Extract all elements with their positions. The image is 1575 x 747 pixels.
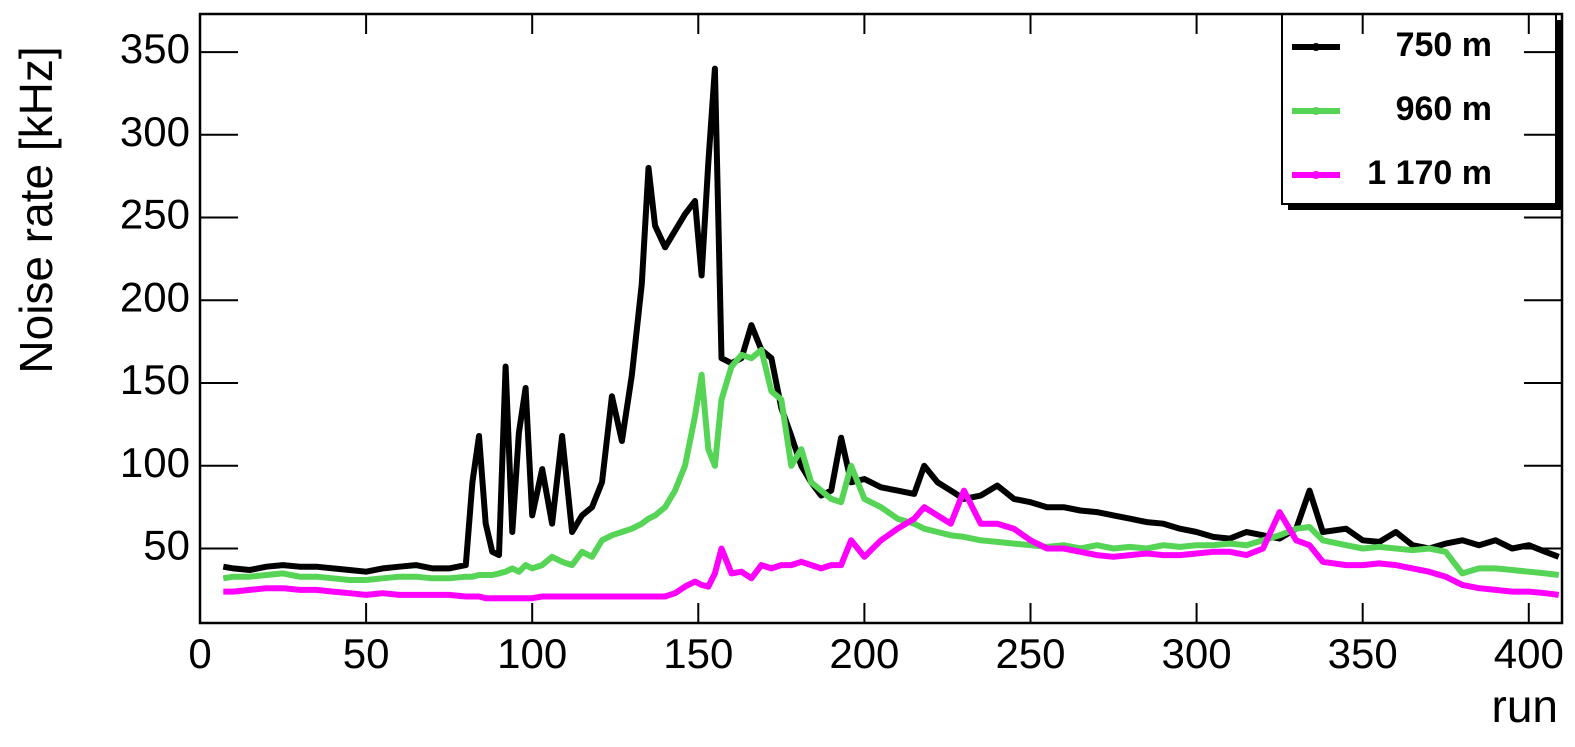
plot-frame: [198, 12, 1564, 625]
legend-marker: [1312, 43, 1320, 51]
x-tick-label: 200: [829, 630, 899, 677]
series-line: [222, 346, 1560, 583]
x-tick-label: 50: [343, 630, 390, 677]
x-tick-label: 400: [1494, 630, 1564, 677]
y-axis-label: Noise rate [kHz]: [10, 46, 62, 373]
x-tick-label: 0: [188, 630, 211, 677]
y-tick-label: 150: [120, 356, 190, 403]
x-tick-label: 350: [1328, 630, 1398, 677]
y-tick-label: 350: [120, 25, 190, 72]
legend-label: 750 m: [1396, 26, 1492, 64]
y-tick-label: 50: [143, 522, 190, 569]
legend-marker: [1312, 171, 1320, 179]
y-tick-label: 250: [120, 191, 190, 238]
x-tick-label: 150: [663, 630, 733, 677]
x-tick-label: 250: [995, 630, 1065, 677]
x-tick-label: 300: [1162, 630, 1232, 677]
x-axis-label: run: [1492, 680, 1558, 732]
legend-label: 1 170 m: [1367, 154, 1492, 192]
y-tick-label: 200: [120, 273, 190, 320]
y-tick-label: 100: [120, 439, 190, 486]
x-tick-label: 100: [497, 630, 567, 677]
legend-marker: [1312, 107, 1320, 115]
series-line: [223, 487, 1560, 602]
y-tick-label: 300: [120, 108, 190, 155]
legend-label: 960 m: [1396, 90, 1492, 128]
